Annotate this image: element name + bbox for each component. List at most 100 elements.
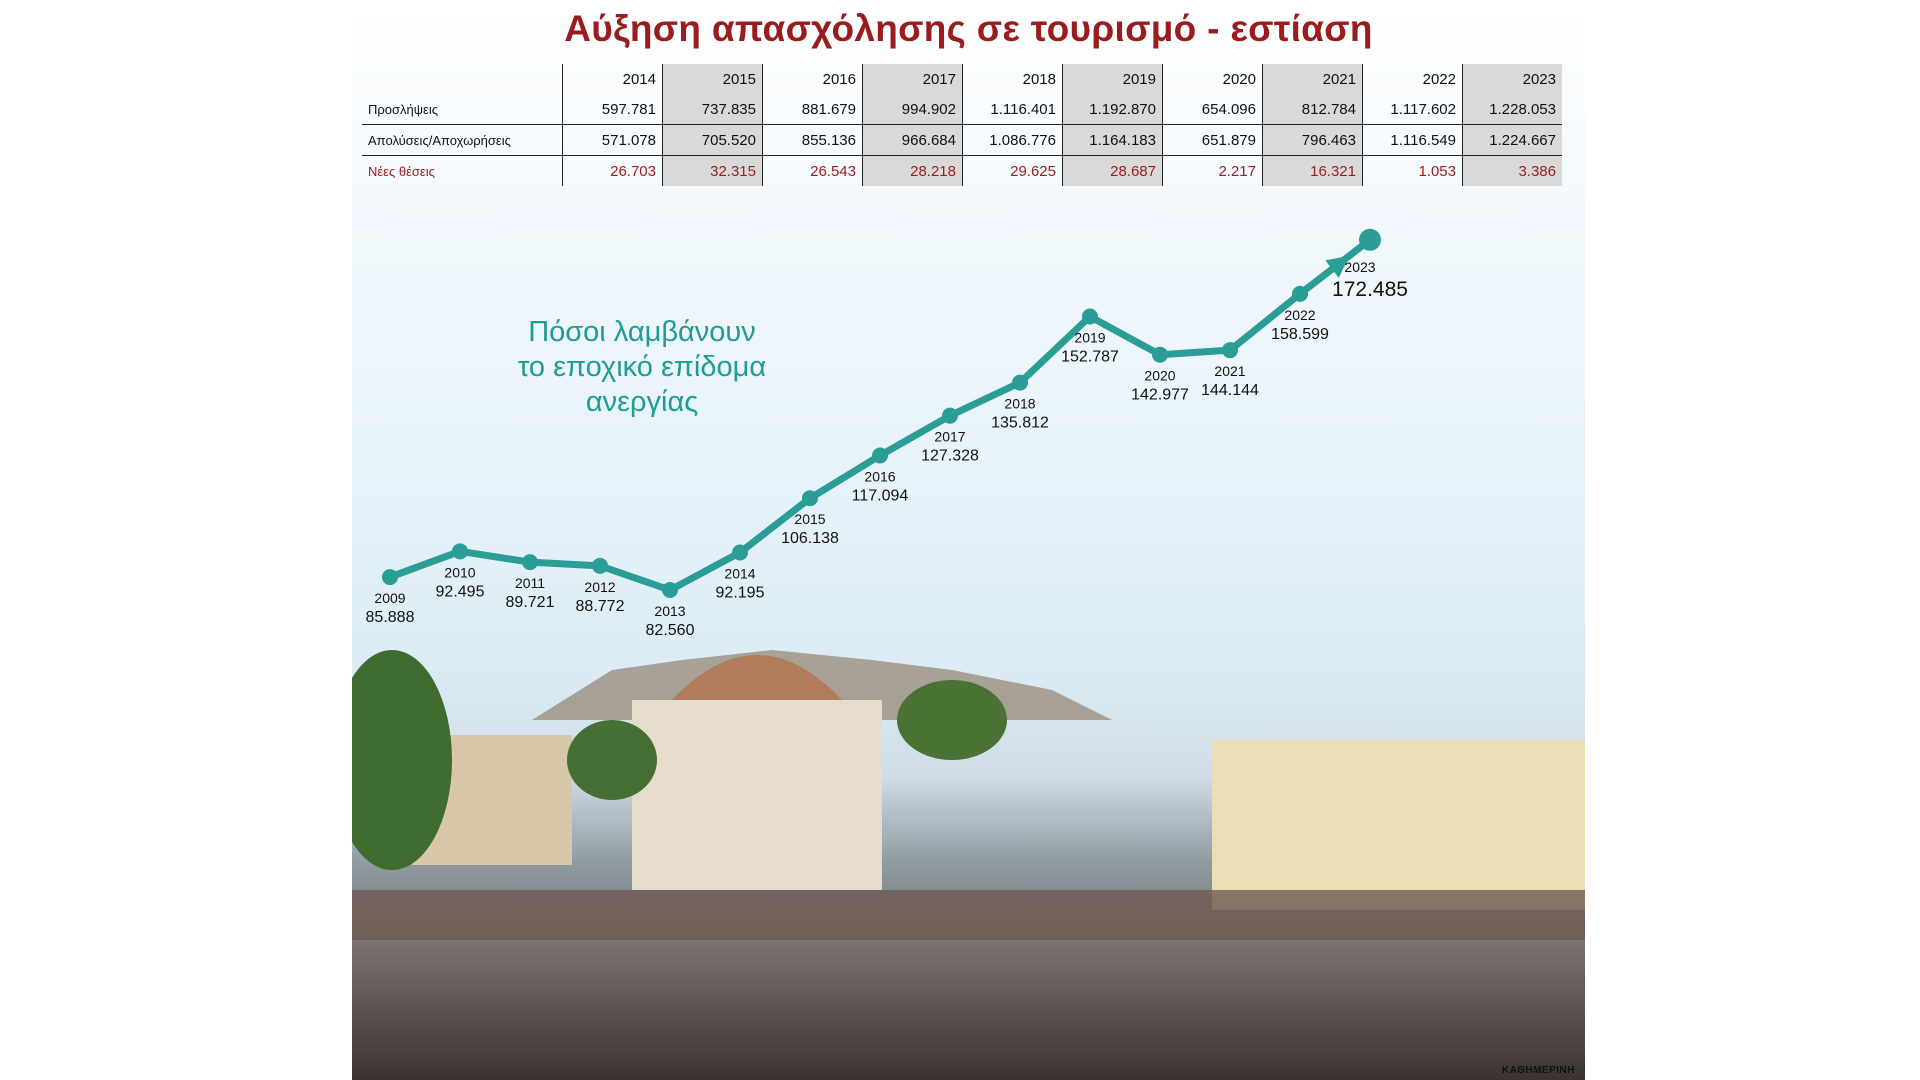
data-point bbox=[1359, 228, 1381, 251]
data-point bbox=[522, 554, 538, 571]
table-cell: 26.703 bbox=[562, 155, 663, 186]
background-photo bbox=[352, 650, 1585, 950]
square-ground bbox=[352, 940, 1585, 1080]
data-point bbox=[942, 407, 958, 424]
data-point bbox=[592, 557, 608, 574]
data-point-layer bbox=[382, 228, 1381, 599]
x-tick-label: 2010 bbox=[444, 564, 475, 580]
chart-title-line: ανεργίας bbox=[585, 386, 699, 418]
table-cell: 705.520 bbox=[662, 124, 763, 156]
data-value-label: 92.195 bbox=[716, 585, 765, 602]
mosque-dome bbox=[672, 655, 842, 700]
year-header: 2019 bbox=[1062, 64, 1163, 94]
year-header: 2016 bbox=[762, 64, 863, 94]
x-tick-label: 2016 bbox=[864, 469, 895, 485]
table-header-row: 2014 2015 2016 2017 2018 2019 2020 2021 … bbox=[362, 64, 1562, 94]
table-cell: 1.053 bbox=[1362, 155, 1463, 186]
tree-left bbox=[352, 650, 452, 870]
table-cell: 1.116.401 bbox=[962, 94, 1063, 125]
data-point bbox=[802, 490, 818, 507]
table-cell: 26.543 bbox=[762, 155, 863, 186]
source-credit: ΚΑΘΗΜΕΡΙΝΗ bbox=[1501, 1065, 1575, 1076]
chart-title-line: Πόσοι λαμβάνουν bbox=[528, 316, 756, 348]
year-header: 2014 bbox=[562, 64, 663, 94]
data-value-label: 88.772 bbox=[576, 598, 625, 615]
table-row-new-jobs: Νέες θέσεις 26.703 32.315 26.543 28.218 … bbox=[362, 155, 1562, 186]
data-point bbox=[662, 582, 678, 599]
data-value-label: 85.888 bbox=[366, 609, 415, 626]
table-cell: 654.096 bbox=[1162, 94, 1263, 125]
x-tick-label: 2015 bbox=[794, 511, 825, 527]
table-cell: 1.224.667 bbox=[1462, 124, 1562, 156]
table-cell: 1.164.183 bbox=[1062, 124, 1163, 156]
x-tick-label: 2009 bbox=[374, 590, 405, 606]
table-cell: 1.086.776 bbox=[962, 124, 1063, 156]
x-tick-label: 2014 bbox=[724, 566, 755, 582]
tree-right bbox=[897, 680, 1007, 760]
table-cell: 1.192.870 bbox=[1062, 94, 1163, 125]
table-row-hires: Προσλήψεις 597.781 737.835 881.679 994.9… bbox=[362, 94, 1562, 125]
data-point bbox=[1082, 308, 1098, 325]
tree-center bbox=[567, 720, 657, 800]
year-header: 2020 bbox=[1162, 64, 1263, 94]
table-cell: 1.116.549 bbox=[1362, 124, 1463, 156]
table-cell: 1.117.602 bbox=[1362, 94, 1463, 125]
table-cell: 812.784 bbox=[1262, 94, 1363, 125]
table-cell: 855.136 bbox=[762, 124, 863, 156]
year-header: 2017 bbox=[862, 64, 963, 94]
table-cell: 1.228.053 bbox=[1462, 94, 1562, 125]
x-tick-label: 2022 bbox=[1284, 307, 1315, 323]
data-point bbox=[1012, 374, 1028, 391]
table-cell: 796.463 bbox=[1262, 124, 1363, 156]
x-tick-label: 2018 bbox=[1004, 396, 1035, 412]
data-point bbox=[382, 569, 398, 586]
line-chart: 2009 85.888 2010 92.495 2011 89.721 2012 88.772… bbox=[366, 228, 1408, 639]
data-value-label: 158.599 bbox=[1271, 326, 1329, 343]
mosque bbox=[632, 700, 882, 890]
data-value-label: 89.721 bbox=[506, 594, 555, 611]
x-tick-label: 2013 bbox=[654, 603, 685, 619]
data-value-label: 152.787 bbox=[1061, 349, 1119, 366]
data-value-label: 127.328 bbox=[921, 448, 979, 465]
x-tick-label: 2021 bbox=[1214, 363, 1245, 379]
x-tick-label: 2019 bbox=[1074, 330, 1105, 346]
series-arrowhead bbox=[1325, 255, 1350, 278]
x-tick-label: 2011 bbox=[515, 575, 545, 591]
table-cell: 994.902 bbox=[862, 94, 963, 125]
table-cell: 966.684 bbox=[862, 124, 963, 156]
table-cell: 29.625 bbox=[962, 155, 1063, 186]
year-header: 2018 bbox=[962, 64, 1063, 94]
data-value-label: 135.812 bbox=[991, 415, 1049, 432]
chart-title-line: το εποχικό επίδομα bbox=[517, 351, 767, 383]
table-cell: 28.687 bbox=[1062, 155, 1163, 186]
table-cell: 571.078 bbox=[562, 124, 663, 156]
data-value-label: 172.485 bbox=[1332, 278, 1408, 301]
data-point bbox=[452, 543, 468, 560]
data-point bbox=[872, 447, 888, 464]
data-value-label: 117.094 bbox=[852, 488, 909, 505]
employment-table: 2014 2015 2016 2017 2018 2019 2020 2021 … bbox=[362, 64, 1562, 186]
row-label: Προσλήψεις bbox=[362, 94, 563, 125]
data-value-label: 92.495 bbox=[436, 583, 485, 600]
table-cell: 881.679 bbox=[762, 94, 863, 125]
data-value-label: 106.138 bbox=[781, 530, 839, 547]
year-header: 2021 bbox=[1262, 64, 1363, 94]
data-point bbox=[1292, 285, 1308, 302]
data-value-label: 142.977 bbox=[1131, 387, 1189, 404]
table-cell: 651.879 bbox=[1162, 124, 1263, 156]
table-cell: 737.835 bbox=[662, 94, 763, 125]
x-tick-label: 2017 bbox=[934, 429, 965, 445]
data-label-layer: 2009 85.888 2010 92.495 2011 89.721 2012 88.772… bbox=[366, 259, 1408, 639]
year-header: 2022 bbox=[1362, 64, 1463, 94]
infographic-title: Αύξηση απασχόλησης σε τουρισμό - εστίαση bbox=[564, 8, 1373, 49]
year-header: 2015 bbox=[662, 64, 763, 94]
table-cell: 32.315 bbox=[662, 155, 763, 186]
data-point bbox=[1152, 346, 1168, 363]
table-cell: 3.386 bbox=[1462, 155, 1562, 186]
table-cell: 2.217 bbox=[1162, 155, 1263, 186]
data-point bbox=[1222, 342, 1238, 359]
station-building bbox=[1212, 740, 1585, 910]
infographic-panel: Αύξηση απασχόλησης σε τουρισμό - εστίαση… bbox=[352, 0, 1585, 1080]
row-label: Νέες θέσεις bbox=[368, 163, 435, 179]
year-header: 2023 bbox=[1462, 64, 1562, 94]
